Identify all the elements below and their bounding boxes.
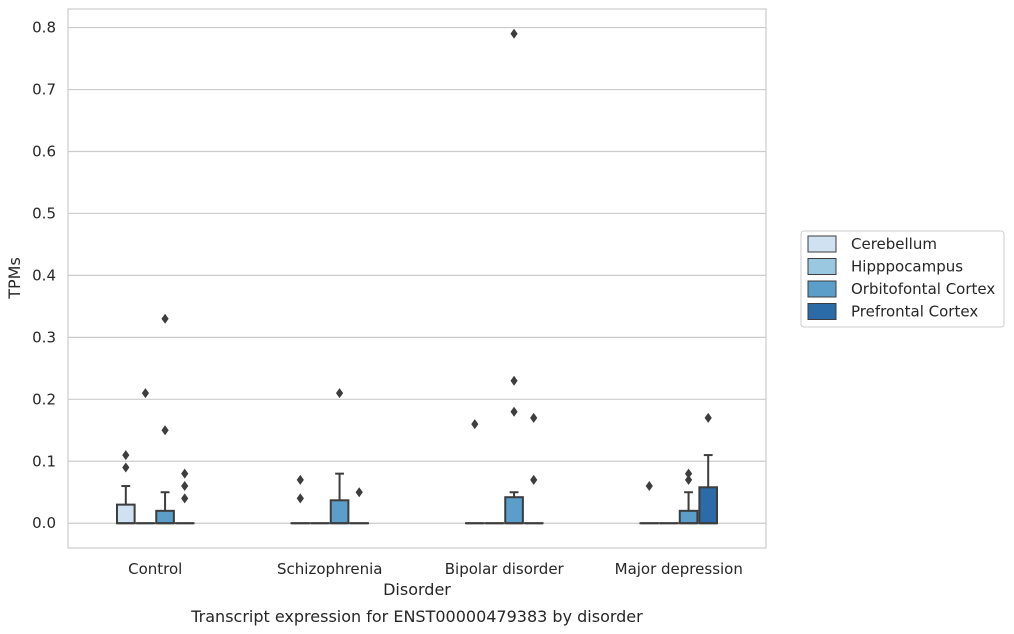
legend-swatch bbox=[807, 280, 837, 298]
y-tick-label: 0.3 bbox=[32, 328, 56, 346]
outlier-point bbox=[335, 388, 344, 399]
plot-background bbox=[68, 9, 766, 548]
box-group bbox=[349, 487, 370, 525]
outlier-point bbox=[530, 474, 538, 485]
legend-label: Cerebellum bbox=[851, 235, 937, 253]
box-body bbox=[698, 486, 719, 525]
box-group bbox=[698, 412, 719, 525]
legend: Cerebellum Hipppocampus Orbitofontal Corte… bbox=[800, 230, 1005, 328]
x-tick-label: Control bbox=[128, 560, 182, 578]
y-tick-label: 0.6 bbox=[32, 142, 56, 160]
box-group bbox=[639, 481, 660, 525]
outlier-point bbox=[181, 481, 189, 492]
y-tick-label: 0.7 bbox=[32, 81, 56, 99]
x-axis-title: Disorder bbox=[383, 580, 451, 599]
outlier-point bbox=[296, 493, 304, 504]
outlier-point bbox=[181, 493, 189, 504]
outlier-point bbox=[296, 474, 304, 485]
y-tick-label: 0.1 bbox=[32, 452, 56, 470]
outlier-point bbox=[530, 412, 538, 423]
box-body bbox=[115, 503, 136, 525]
x-tick-label: Major depression bbox=[615, 560, 743, 578]
outlier-point bbox=[122, 462, 130, 473]
outlier-point bbox=[510, 406, 518, 417]
box-series bbox=[115, 28, 719, 525]
chart-caption: Transcript expression for ENST0000047938… bbox=[190, 607, 643, 626]
x-tick-label: Schizophrenia bbox=[277, 560, 382, 578]
outlier-point bbox=[704, 412, 712, 423]
outlier-point bbox=[510, 28, 518, 39]
outlier-point bbox=[471, 419, 479, 430]
box-group bbox=[329, 388, 350, 525]
x-tick-labels: Control Schizophrenia Bipolar disorder Majo… bbox=[128, 560, 743, 578]
box-group bbox=[678, 468, 699, 525]
legend-frame bbox=[800, 230, 1005, 328]
box-group bbox=[464, 419, 485, 525]
y-tick-labels: 0.0 0.1 0.2 0.3 0.4 0.5 0.6 0.7 0.8 bbox=[32, 19, 56, 533]
legend-label: Prefrontal Cortex bbox=[851, 303, 978, 321]
legend-label: Hipppocampus bbox=[851, 258, 963, 276]
plot-frame bbox=[67, 8, 767, 549]
box-group bbox=[523, 412, 544, 525]
x-tick-label: Bipolar disorder bbox=[445, 560, 565, 578]
box-body bbox=[329, 499, 350, 525]
outlier-point bbox=[684, 474, 693, 485]
box-body bbox=[504, 496, 524, 525]
box-body bbox=[155, 509, 175, 525]
outlier-point bbox=[161, 313, 169, 324]
outlier-point bbox=[122, 450, 130, 461]
legend-swatch bbox=[807, 258, 837, 275]
y-tick-label: 0.5 bbox=[32, 204, 56, 222]
outlier-point bbox=[181, 468, 189, 479]
outlier-point bbox=[161, 425, 169, 436]
y-tick-label: 0.2 bbox=[32, 390, 56, 408]
outlier-point bbox=[355, 487, 363, 498]
legend-label: Orbitofontal Cortex bbox=[851, 280, 995, 298]
y-axis-title: TPMs bbox=[5, 257, 24, 300]
outlier-point bbox=[684, 468, 693, 479]
box-group bbox=[115, 450, 136, 525]
legend-swatch bbox=[807, 235, 837, 253]
box-group bbox=[504, 28, 524, 525]
y-tick-label: 0.0 bbox=[32, 514, 56, 532]
outlier-point bbox=[645, 481, 653, 492]
outlier-point bbox=[141, 388, 150, 399]
box-group bbox=[174, 468, 195, 525]
box-group bbox=[290, 474, 311, 525]
box-group bbox=[155, 313, 175, 525]
y-tick-label: 0.4 bbox=[32, 266, 56, 284]
legend-swatch bbox=[807, 303, 837, 320]
outlier-point bbox=[510, 375, 518, 386]
box-group bbox=[135, 388, 156, 525]
box-body bbox=[678, 509, 699, 525]
y-tick-label: 0.8 bbox=[32, 19, 56, 37]
